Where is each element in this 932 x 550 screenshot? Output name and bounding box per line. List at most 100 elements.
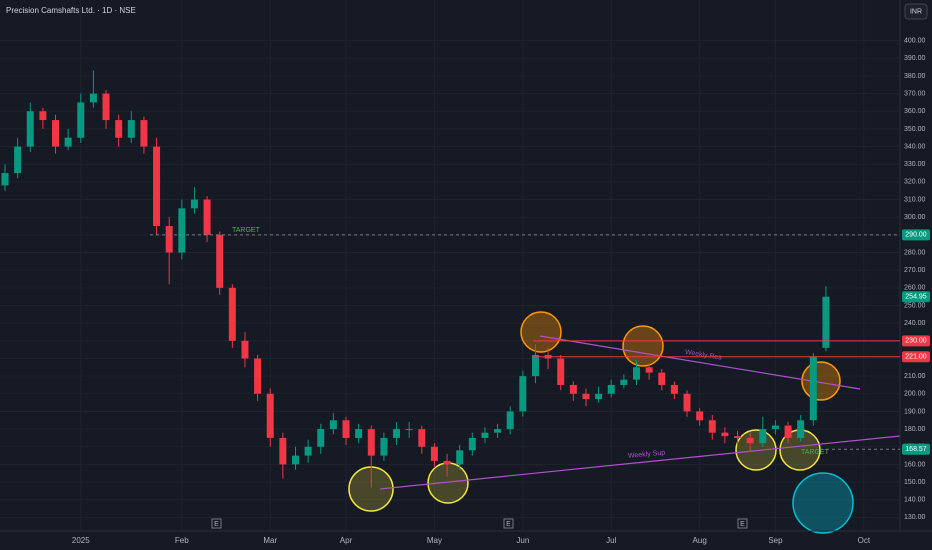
x-tick-label: Oct bbox=[858, 536, 871, 545]
earnings-marker: E bbox=[214, 521, 219, 528]
candle-body bbox=[14, 146, 22, 174]
candle-body bbox=[165, 226, 173, 253]
x-tick-label: May bbox=[427, 536, 442, 545]
candle-body bbox=[696, 411, 704, 421]
candle-body bbox=[430, 446, 438, 461]
highlight-circle bbox=[735, 429, 777, 471]
candle-body bbox=[1, 173, 9, 186]
candle-body bbox=[39, 111, 47, 121]
currency-label[interactable]: INR bbox=[910, 8, 922, 15]
candle-body bbox=[645, 367, 653, 373]
annotation: TARGET bbox=[801, 449, 830, 456]
candle-body bbox=[367, 429, 375, 456]
candle-body bbox=[115, 120, 123, 138]
y-tick-label: 250.00 bbox=[904, 302, 926, 309]
x-tick-label: Jul bbox=[606, 536, 616, 545]
candle-body bbox=[418, 429, 426, 447]
candle-body bbox=[595, 393, 603, 400]
earnings-markers: E E E bbox=[211, 518, 748, 529]
price-label-box bbox=[902, 229, 930, 241]
y-tick-label: 360.00 bbox=[904, 108, 926, 115]
x-tick-label: Aug bbox=[693, 536, 707, 545]
x-tick-label: Apr bbox=[340, 536, 353, 545]
candle-body bbox=[241, 340, 249, 359]
currency-button[interactable] bbox=[904, 3, 928, 20]
price-label-box bbox=[902, 335, 930, 347]
x-tick-label: Sep bbox=[768, 536, 783, 545]
candle-body bbox=[658, 372, 666, 385]
candle-body bbox=[64, 137, 72, 147]
candle-body bbox=[216, 234, 224, 288]
candle-body bbox=[304, 446, 312, 456]
y-tick-label: 320.00 bbox=[904, 179, 926, 186]
annotation: Weekly Sup bbox=[628, 450, 666, 460]
highlight-circle bbox=[520, 311, 562, 353]
candle-body bbox=[468, 437, 476, 451]
candle-body bbox=[317, 429, 325, 447]
y-tick-label: 400.00 bbox=[904, 37, 926, 44]
y-tick-label: 210.00 bbox=[904, 373, 926, 380]
candle-body bbox=[127, 120, 135, 138]
candle-body bbox=[607, 384, 615, 394]
candle-body bbox=[405, 429, 413, 431]
candle-body bbox=[26, 111, 34, 147]
candles bbox=[1, 70, 830, 488]
candle-body bbox=[178, 208, 186, 253]
y-tick-label: 380.00 bbox=[904, 73, 926, 80]
x-tick-label: Jun bbox=[516, 536, 529, 545]
y-tick-label: 310.00 bbox=[904, 196, 926, 203]
y-tick-label: 190.00 bbox=[904, 408, 926, 415]
earnings-marker: E bbox=[506, 521, 511, 528]
chart-title: Precision Camshafts Ltd. · 1D · NSE bbox=[6, 6, 136, 15]
candle-body bbox=[557, 358, 565, 385]
y-tick-label: 370.00 bbox=[904, 90, 926, 97]
candle-body bbox=[822, 296, 830, 348]
candle-body bbox=[89, 93, 97, 103]
x-tick-label: Mar bbox=[263, 536, 277, 545]
trend-line bbox=[539, 335, 861, 390]
candle-body bbox=[746, 437, 754, 444]
candle-body bbox=[329, 420, 337, 430]
annotation: TARGET bbox=[232, 227, 261, 234]
price-label-box bbox=[902, 443, 930, 455]
highlight-circle bbox=[792, 472, 854, 534]
candle-body bbox=[759, 429, 767, 444]
y-tick-label: 140.00 bbox=[904, 497, 926, 504]
candle-body bbox=[481, 432, 489, 438]
candle-body bbox=[771, 425, 779, 430]
candle-body bbox=[279, 437, 287, 465]
price-label-box bbox=[902, 351, 930, 363]
price-label: 254.95 bbox=[905, 294, 927, 301]
price-label: 230.00 bbox=[905, 338, 927, 345]
candle-body bbox=[228, 287, 236, 341]
y-tick-label: 350.00 bbox=[904, 126, 926, 133]
candle-body bbox=[393, 429, 401, 438]
y-tick-label: 340.00 bbox=[904, 143, 926, 150]
candle-body bbox=[140, 120, 148, 147]
y-tick-label: 200.00 bbox=[904, 391, 926, 398]
candle-body bbox=[531, 354, 539, 377]
x-tick-label: Feb bbox=[175, 536, 189, 545]
candle-body bbox=[519, 376, 527, 412]
y-tick-label: 300.00 bbox=[904, 214, 926, 221]
candle-body bbox=[683, 393, 691, 412]
candle-body bbox=[620, 379, 628, 385]
earnings-box bbox=[211, 518, 222, 529]
candle-body bbox=[203, 199, 211, 235]
y-tick-label: 160.00 bbox=[904, 461, 926, 468]
y-tick-label: 150.00 bbox=[904, 479, 926, 486]
candle-body bbox=[456, 450, 464, 465]
candle-body bbox=[506, 411, 514, 430]
y-tick-label: 260.00 bbox=[904, 285, 926, 292]
candle-body bbox=[355, 429, 363, 438]
earnings-box bbox=[503, 518, 514, 529]
price-label: 168.57 bbox=[905, 446, 927, 453]
candle-body bbox=[633, 367, 640, 380]
axes: 130.00140.00150.00160.00170.00180.00190.… bbox=[72, 37, 930, 545]
candle-body bbox=[266, 393, 274, 438]
candle-body bbox=[52, 120, 60, 147]
candle-body bbox=[291, 455, 299, 465]
